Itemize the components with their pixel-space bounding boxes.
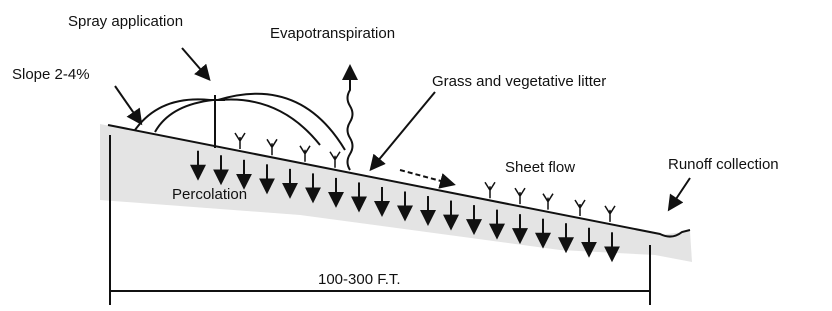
- spray-pointer: [182, 48, 208, 78]
- label: Sheet flow: [505, 159, 575, 176]
- plant: [235, 133, 245, 149]
- slope-pointer: [115, 86, 140, 122]
- label: Evapotranspiration: [270, 25, 395, 42]
- plant: [575, 200, 585, 216]
- plant: [300, 146, 310, 162]
- label: 100-300 F.T.: [318, 271, 401, 288]
- evapotranspiration-arrow: [348, 68, 353, 170]
- label: Grass and vegetative litter: [432, 73, 606, 90]
- label: Spray application: [68, 13, 183, 30]
- plant: [515, 188, 525, 204]
- label: Runoff collection: [668, 156, 779, 173]
- label: Percolation: [172, 186, 247, 203]
- plant: [267, 139, 277, 155]
- runoff-pointer: [670, 178, 690, 208]
- page: {"labels": { "spray": "Spray application…: [0, 0, 832, 311]
- sheet-flow-arrow: [400, 170, 452, 184]
- grass-pointer: [372, 92, 435, 168]
- label: Slope 2-4%: [12, 66, 90, 83]
- plant: [605, 206, 615, 222]
- plant: [485, 182, 495, 198]
- plant: [330, 152, 340, 168]
- diagram: Spray application Evapotranspiration Slo…: [0, 0, 832, 311]
- plant: [543, 194, 553, 210]
